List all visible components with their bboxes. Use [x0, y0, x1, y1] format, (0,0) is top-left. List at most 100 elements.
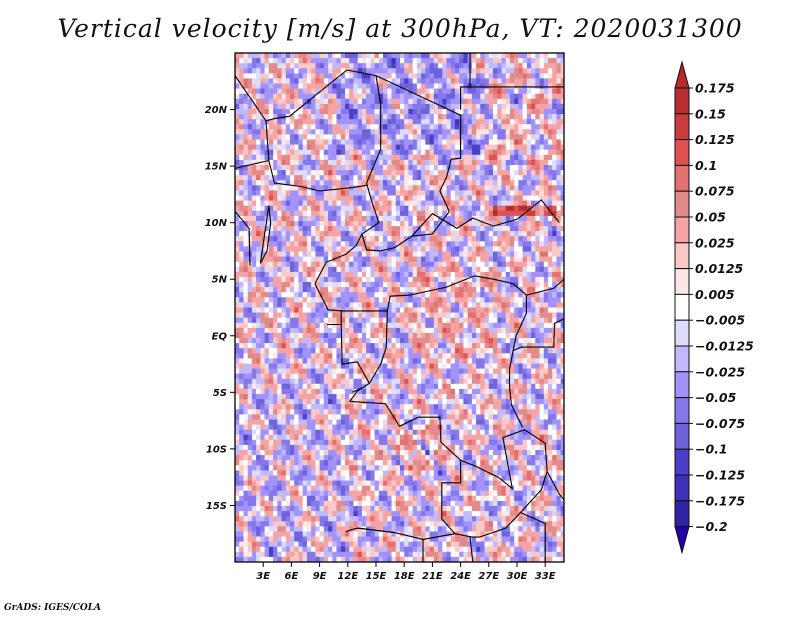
field-cell [340, 261, 346, 268]
field-cell [260, 139, 266, 146]
field-cell [526, 119, 532, 125]
field-cell [488, 139, 494, 146]
field-cell [535, 63, 541, 69]
field-cell [404, 266, 409, 273]
field-cell [518, 93, 524, 100]
field-cell [463, 68, 469, 74]
field-cell [476, 180, 481, 186]
field-cell [514, 246, 519, 253]
field-cell [433, 124, 439, 130]
field-cell [404, 256, 409, 263]
field-cell [387, 226, 393, 232]
field-cell [370, 119, 376, 125]
field-cell [463, 129, 469, 135]
field-cell [361, 154, 367, 161]
field-cell [298, 180, 304, 186]
field-cell [429, 322, 435, 329]
field-cell [290, 109, 295, 115]
field-cell [294, 287, 299, 293]
field-cell [235, 221, 240, 227]
field-cell [480, 282, 486, 288]
field-cell [251, 307, 257, 314]
field-cell [514, 154, 519, 161]
field-cell [311, 170, 316, 176]
field-cell [446, 282, 452, 288]
field-cell [243, 302, 249, 309]
field-cell [421, 277, 426, 283]
field-cell [378, 83, 384, 90]
field-cell [256, 165, 261, 171]
field-cell [446, 154, 452, 161]
field-cell [285, 282, 291, 288]
field-cell [509, 368, 515, 375]
field-cell [273, 205, 278, 212]
field-cell [433, 277, 439, 283]
field-cell [298, 170, 304, 176]
field-cell [433, 134, 439, 141]
field-cell [476, 68, 481, 74]
field-cell [260, 251, 266, 258]
field-cell [361, 231, 367, 237]
field-cell [391, 348, 397, 354]
field-cell [425, 282, 431, 288]
field-cell [340, 322, 346, 329]
field-cell [400, 78, 405, 85]
field-cell [467, 236, 473, 242]
field-cell [497, 251, 503, 258]
field-cell [526, 114, 532, 120]
field-cell [243, 63, 249, 69]
field-cell [514, 256, 519, 263]
field-cell [260, 231, 266, 237]
field-cell [484, 78, 490, 85]
field-cell [340, 114, 346, 120]
field-cell [543, 109, 549, 115]
field-cell [247, 363, 253, 370]
field-cell [484, 236, 490, 242]
field-cell [531, 353, 536, 359]
field-cell [522, 165, 528, 171]
field-cell [357, 154, 363, 161]
field-cell [497, 353, 503, 359]
field-cell [247, 205, 253, 212]
field-cell [488, 271, 494, 278]
field-cell [446, 144, 452, 151]
field-cell [463, 261, 469, 268]
field-cell [505, 241, 511, 247]
field-cell [416, 261, 422, 268]
field-cell [463, 144, 469, 151]
field-cell [404, 159, 409, 166]
field-cell [442, 312, 448, 319]
field-cell [552, 231, 557, 237]
field-cell [526, 53, 532, 59]
field-cell [429, 307, 435, 314]
field-cell [273, 215, 278, 222]
field-cell [442, 78, 448, 85]
field-cell [543, 277, 549, 283]
field-cell [294, 78, 299, 85]
field-cell [433, 368, 439, 375]
field-cell [281, 180, 287, 186]
field-cell [366, 53, 371, 59]
field-cell [340, 180, 346, 186]
field-cell [264, 119, 270, 125]
field-cell [497, 139, 503, 146]
field-cell [387, 302, 393, 309]
field-cell [332, 180, 338, 186]
field-cell [235, 317, 240, 324]
field-cell [463, 363, 469, 370]
field-cell [552, 348, 557, 354]
field-cell [429, 93, 435, 100]
field-cell [285, 297, 291, 303]
field-cell [497, 226, 503, 232]
field-cell [345, 88, 350, 95]
field-cell [497, 317, 503, 324]
field-cell [243, 353, 249, 359]
field-cell [345, 297, 350, 303]
field-cell [353, 256, 359, 263]
field-cell [450, 312, 456, 319]
field-cell [518, 180, 524, 186]
field-cell [302, 134, 308, 141]
field-cell [509, 343, 515, 349]
field-cell [374, 251, 380, 258]
